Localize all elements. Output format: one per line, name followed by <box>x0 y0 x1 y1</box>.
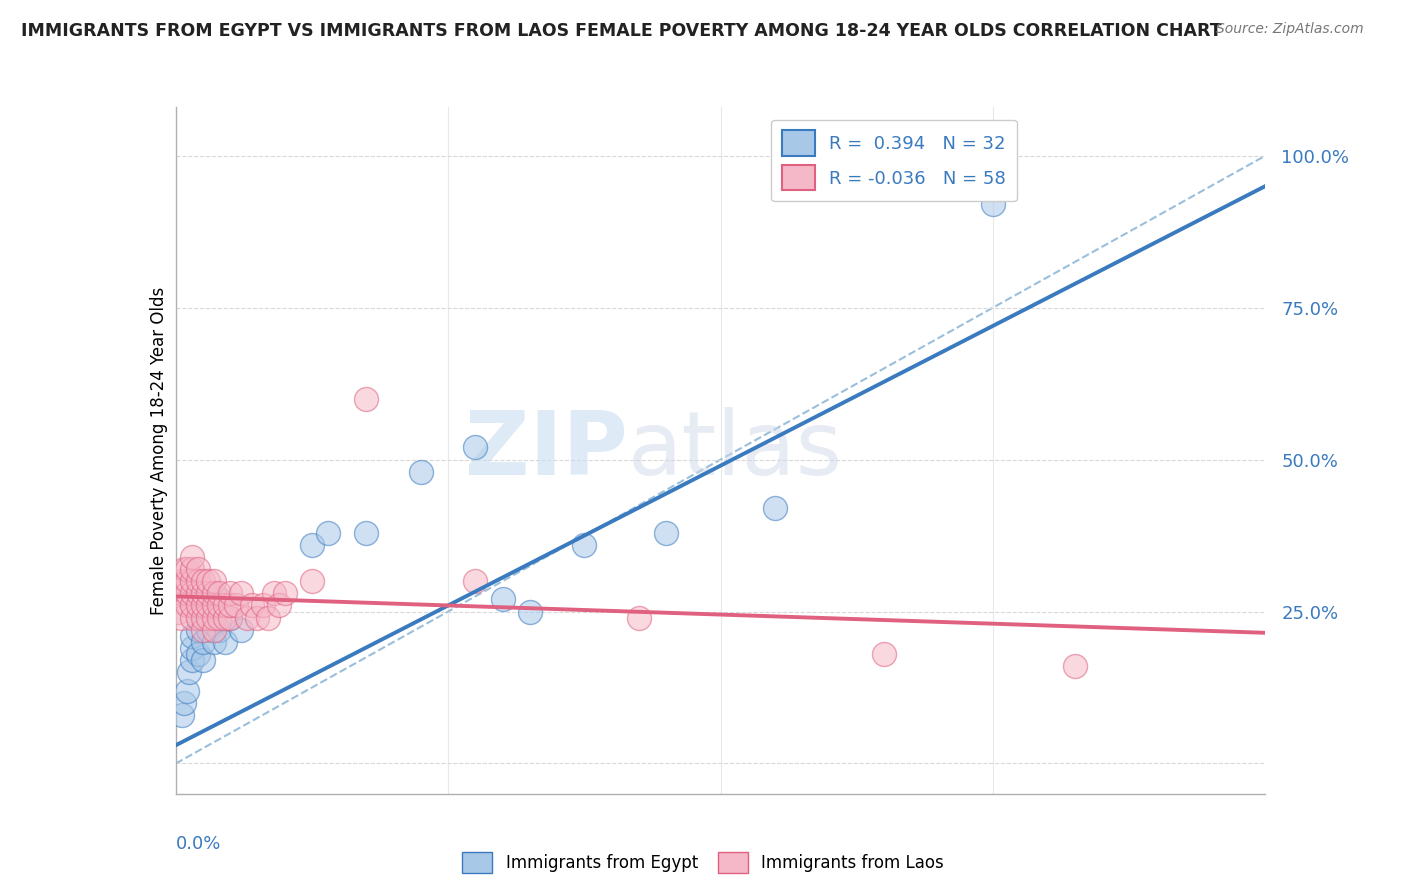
Point <box>208 586 231 600</box>
Text: Source: ZipAtlas.com: Source: ZipAtlas.com <box>1216 22 1364 37</box>
Point <box>176 683 198 698</box>
Point <box>219 586 242 600</box>
Point <box>655 525 678 540</box>
Point <box>191 653 214 667</box>
Point <box>235 610 257 624</box>
Point <box>186 574 209 589</box>
Point <box>186 623 209 637</box>
Point <box>231 623 253 637</box>
Point <box>176 586 198 600</box>
Point <box>181 629 204 643</box>
Point <box>173 562 195 576</box>
Point <box>231 586 253 600</box>
Point <box>197 610 219 624</box>
Point <box>202 574 225 589</box>
Point <box>176 574 198 589</box>
Point <box>202 616 225 631</box>
Point <box>202 623 225 637</box>
Point <box>214 610 236 624</box>
Point <box>181 586 204 600</box>
Point <box>181 549 204 564</box>
Point <box>186 586 209 600</box>
Point <box>197 586 219 600</box>
Point <box>519 605 541 619</box>
Point <box>240 599 263 613</box>
Point <box>191 586 214 600</box>
Point <box>492 592 515 607</box>
Point <box>197 623 219 637</box>
Legend: R =  0.394   N = 32, R = -0.036   N = 58: R = 0.394 N = 32, R = -0.036 N = 58 <box>772 120 1017 202</box>
Point <box>257 610 280 624</box>
Point <box>186 610 209 624</box>
Point <box>356 392 378 406</box>
Point <box>252 599 274 613</box>
Text: 0.0%: 0.0% <box>176 835 221 853</box>
Point <box>167 605 190 619</box>
Legend: Immigrants from Egypt, Immigrants from Laos: Immigrants from Egypt, Immigrants from L… <box>456 846 950 880</box>
Point <box>191 635 214 649</box>
Point <box>186 610 209 624</box>
Point <box>197 605 219 619</box>
Point <box>170 586 193 600</box>
Point <box>214 635 236 649</box>
Point <box>186 562 209 576</box>
Point <box>464 574 486 589</box>
Point <box>208 599 231 613</box>
Point <box>219 610 242 624</box>
Point <box>409 465 432 479</box>
Point <box>191 623 214 637</box>
Point <box>172 707 194 722</box>
Point <box>214 599 236 613</box>
Point <box>176 599 198 613</box>
Point <box>356 525 378 540</box>
Point <box>208 610 231 624</box>
Point <box>208 592 231 607</box>
Point <box>176 562 198 576</box>
Point <box>574 538 596 552</box>
Point <box>219 599 242 613</box>
Point <box>186 599 209 613</box>
Point <box>181 574 204 589</box>
Point <box>873 647 896 661</box>
Point <box>301 538 323 552</box>
Point <box>186 647 209 661</box>
Point <box>464 441 486 455</box>
Point <box>181 610 204 624</box>
Point <box>981 197 1004 211</box>
Point <box>173 696 195 710</box>
Point <box>197 574 219 589</box>
Point <box>274 586 297 600</box>
Point <box>202 599 225 613</box>
Point <box>191 599 214 613</box>
Point <box>197 599 219 613</box>
Point <box>225 599 247 613</box>
Point <box>170 574 193 589</box>
Point <box>202 586 225 600</box>
Point <box>170 610 193 624</box>
Point <box>191 610 214 624</box>
Point <box>269 599 291 613</box>
Point <box>301 574 323 589</box>
Point <box>318 525 340 540</box>
Point <box>208 623 231 637</box>
Point <box>1063 659 1085 673</box>
Point <box>246 610 269 624</box>
Point <box>181 599 204 613</box>
Point <box>202 610 225 624</box>
Text: IMMIGRANTS FROM EGYPT VS IMMIGRANTS FROM LAOS FEMALE POVERTY AMONG 18-24 YEAR OL: IMMIGRANTS FROM EGYPT VS IMMIGRANTS FROM… <box>21 22 1222 40</box>
Point <box>202 635 225 649</box>
Text: atlas: atlas <box>628 407 844 494</box>
Point <box>191 574 214 589</box>
Y-axis label: Female Poverty Among 18-24 Year Olds: Female Poverty Among 18-24 Year Olds <box>150 286 169 615</box>
Point <box>219 610 242 624</box>
Text: ZIP: ZIP <box>465 407 628 494</box>
Point <box>263 586 285 600</box>
Point <box>181 653 204 667</box>
Point <box>763 501 786 516</box>
Point <box>179 665 201 680</box>
Point <box>627 610 650 624</box>
Point <box>181 562 204 576</box>
Point <box>181 640 204 655</box>
